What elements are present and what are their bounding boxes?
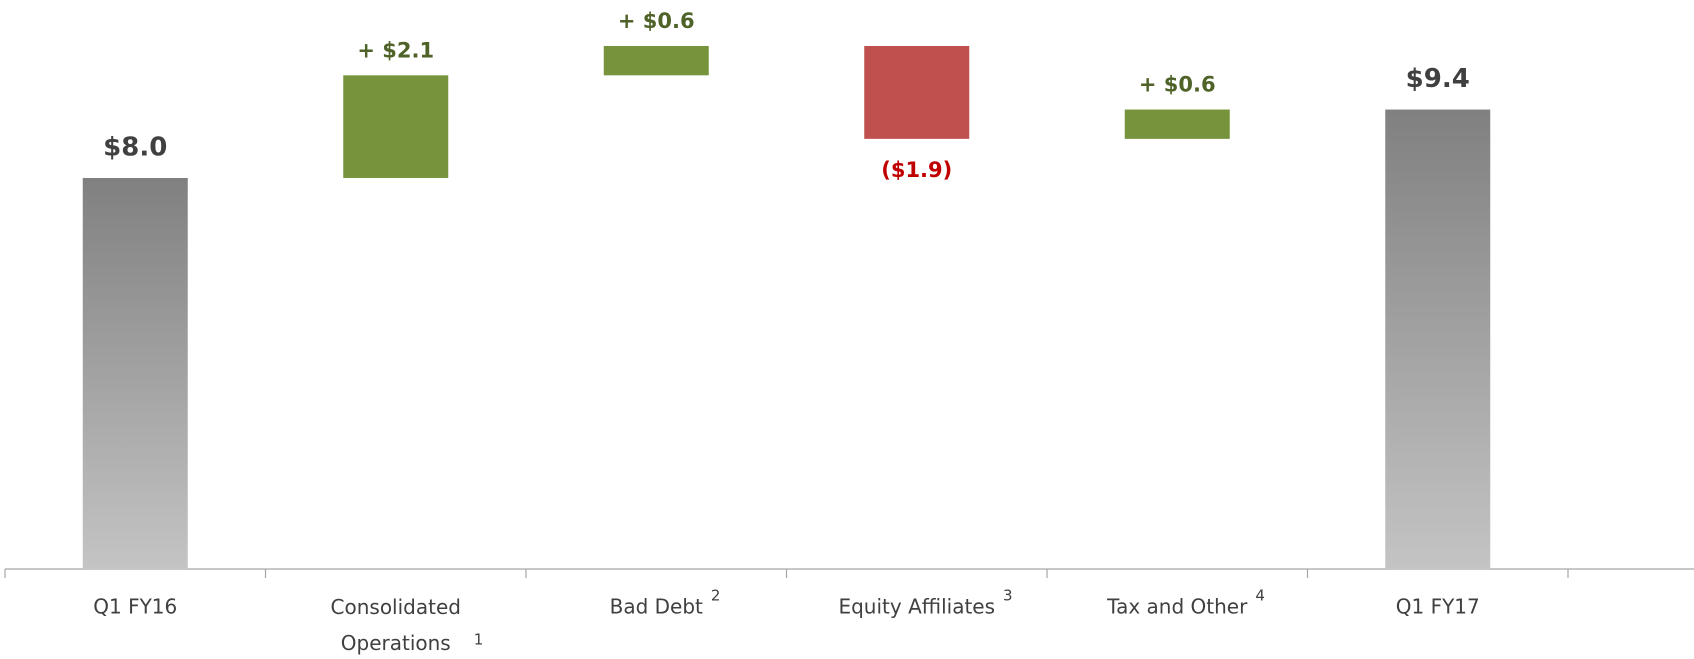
x-tick-label: Consolidated Operations (331, 595, 461, 655)
footnote-marker: 4 (1255, 587, 1265, 605)
x-tick-label: Equity Affiliates (838, 595, 995, 619)
bar (864, 46, 970, 139)
value-label: + $0.6 (1139, 73, 1216, 97)
bar (343, 75, 449, 178)
value-label: + $0.6 (618, 9, 695, 33)
x-tick-label: Q1 FY16 (93, 595, 177, 619)
bar (1385, 109, 1491, 569)
bar (82, 177, 188, 569)
x-tick-label: Bad Debt (610, 595, 703, 619)
value-label: + $2.1 (357, 38, 434, 62)
value-label: $8.0 (103, 132, 167, 162)
bar (603, 46, 709, 76)
footnote-marker: 3 (1003, 587, 1013, 605)
x-tick-label: Q1 FY17 (1396, 595, 1480, 619)
x-tick-label: Tax and Other (1106, 595, 1248, 619)
footnote-marker: 2 (711, 587, 721, 605)
x-tick-label-line: Consolidated (331, 595, 461, 619)
x-tick-label-line: Operations (341, 631, 451, 655)
bar (1124, 109, 1230, 139)
value-label: $9.4 (1406, 64, 1470, 94)
value-label: ($1.9) (881, 158, 952, 182)
footnote-marker: 1 (474, 631, 484, 649)
